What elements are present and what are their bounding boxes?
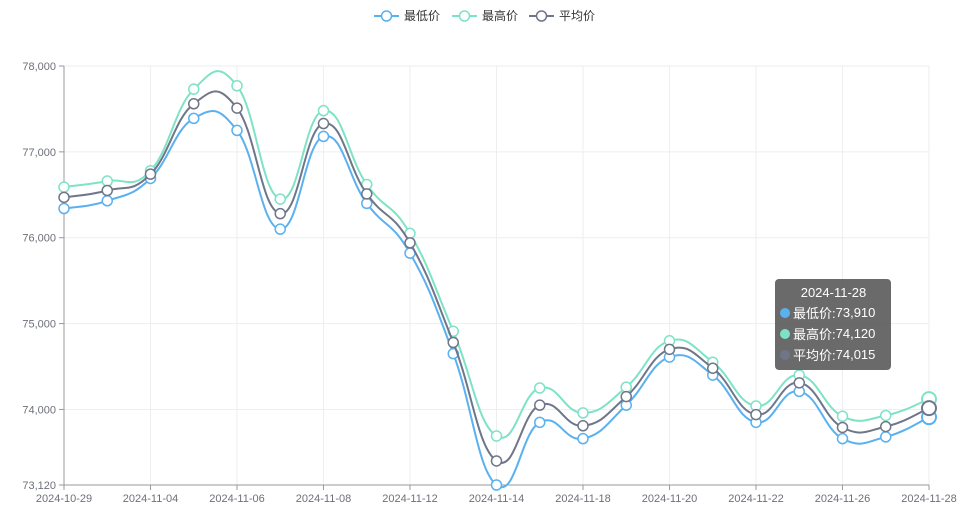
legend-marker-avg	[535, 10, 548, 22]
x-tick-label: 2024-11-22	[728, 493, 783, 505]
data-point-low[interactable]	[880, 431, 892, 443]
legend-item-low[interactable]: 最低价	[374, 9, 440, 23]
data-point-high[interactable]	[58, 181, 70, 193]
x-tick-label: 2024-11-08	[296, 493, 351, 505]
legend-item-avg[interactable]: 平均价	[529, 9, 595, 23]
series-line-high	[63, 70, 930, 439]
data-point-high[interactable]	[534, 382, 546, 394]
tooltip-label-avg: 平均价:	[793, 348, 836, 363]
data-point-high[interactable]	[836, 410, 849, 423]
grid	[63, 65, 930, 486]
data-point-low[interactable]	[58, 202, 70, 215]
data-point-avg[interactable]	[317, 117, 330, 130]
data-point-avg[interactable]	[836, 421, 849, 434]
data-point-avg[interactable]	[620, 390, 632, 403]
data-point-avg[interactable]	[663, 343, 676, 356]
x-tick-label: 2024-11-06	[209, 493, 264, 505]
series-low	[58, 110, 937, 491]
data-point-avg[interactable]	[101, 184, 113, 197]
data-point-avg[interactable]	[188, 98, 200, 110]
tooltip-label-low: 最低价:	[793, 306, 836, 321]
data-point-high[interactable]	[490, 430, 503, 442]
data-point-avg[interactable]	[750, 408, 762, 421]
series-group	[58, 70, 937, 491]
tooltip-row-avg: 平均价: 74,015	[780, 345, 887, 364]
data-point-low[interactable]	[231, 124, 243, 137]
data-point-avg[interactable]	[793, 377, 805, 389]
data-point-low[interactable]	[317, 130, 330, 143]
data-point-low[interactable]	[274, 223, 286, 235]
y-tick-label: 75,000	[22, 319, 56, 331]
y-tick-label: 74,000	[22, 404, 56, 416]
data-point-avg[interactable]	[274, 207, 286, 220]
data-point-high[interactable]	[317, 104, 330, 117]
y-tick-label: 73,120	[22, 480, 56, 492]
data-point-low[interactable]	[534, 416, 546, 429]
data-point-high[interactable]	[620, 381, 632, 393]
legend-item-high[interactable]: 最高价	[452, 8, 518, 23]
data-point-avg[interactable]	[534, 399, 546, 411]
legend[interactable]: 最低价 最高价 平均价	[374, 8, 595, 23]
tooltip-dot-low	[780, 307, 790, 318]
data-point-avg[interactable]	[144, 168, 157, 180]
x-tick-label: 2024-11-20	[642, 493, 697, 505]
data-point-high[interactable]	[101, 175, 113, 187]
data-point-high[interactable]	[577, 407, 589, 419]
tooltip-value-avg: 74,015	[835, 347, 876, 362]
y-tick-label: 76,000	[22, 233, 56, 245]
data-point-low[interactable]	[101, 195, 113, 207]
tooltip-value-low: 73,910	[835, 305, 876, 320]
data-point-avg[interactable]	[707, 362, 719, 374]
legend-marker-low	[380, 10, 393, 22]
tooltip-dot-avg	[780, 349, 790, 360]
x-tick-label: 2024-11-14	[469, 493, 524, 505]
legend-label-avg: 平均价	[559, 9, 595, 23]
series-line-avg	[63, 90, 930, 464]
axes: 78,00077,00076,00075,00074,00073,1202024…	[22, 61, 956, 505]
x-tick-label: 2024-10-29	[36, 493, 92, 505]
data-point-avg[interactable]	[447, 336, 459, 349]
y-tick-label: 77,000	[22, 147, 56, 159]
data-point-low[interactable]	[490, 479, 503, 491]
data-point-low[interactable]	[577, 432, 589, 445]
legend-marker-high	[458, 10, 471, 22]
data-point-avg[interactable]	[921, 400, 937, 417]
x-tick-label: 2024-11-18	[555, 493, 610, 505]
data-point-high[interactable]	[188, 83, 200, 95]
tooltip-value-high: 74,120	[835, 326, 876, 341]
x-tick-label: 2024-11-26	[815, 493, 870, 505]
data-point-avg[interactable]	[361, 188, 373, 200]
tooltip-dot-high	[780, 328, 790, 339]
legend-label-low: 最低价	[404, 9, 440, 23]
x-tick-label: 2024-11-28	[901, 493, 956, 505]
data-point-high[interactable]	[274, 193, 286, 205]
data-point-high[interactable]	[880, 409, 892, 422]
tooltip: 2024-11-28 最低价: 73,910 最高价: 74,120 平均价: …	[775, 279, 891, 370]
data-point-avg[interactable]	[231, 102, 243, 114]
series-line-low	[63, 110, 930, 489]
x-tick-label: 2024-11-12	[382, 493, 437, 505]
tooltip-row-high: 最高价: 74,120	[780, 324, 887, 343]
legend-label-high: 最高价	[482, 8, 518, 23]
series-high	[58, 70, 937, 442]
tooltip-label-high: 最高价:	[793, 327, 836, 342]
y-tick-label: 78,000	[22, 61, 56, 73]
tooltip-title: 2024-11-28	[800, 285, 867, 300]
tooltip-row-low: 最低价: 73,910	[780, 303, 887, 322]
data-point-avg[interactable]	[577, 420, 589, 432]
series-avg	[58, 90, 937, 467]
data-point-avg[interactable]	[58, 191, 70, 204]
data-point-low[interactable]	[836, 432, 849, 445]
data-point-avg[interactable]	[490, 455, 503, 467]
data-point-avg[interactable]	[880, 420, 892, 433]
data-point-avg[interactable]	[404, 237, 416, 249]
x-tick-label: 2024-11-04	[123, 493, 178, 505]
data-point-low[interactable]	[188, 112, 200, 125]
data-point-high[interactable]	[231, 79, 243, 92]
